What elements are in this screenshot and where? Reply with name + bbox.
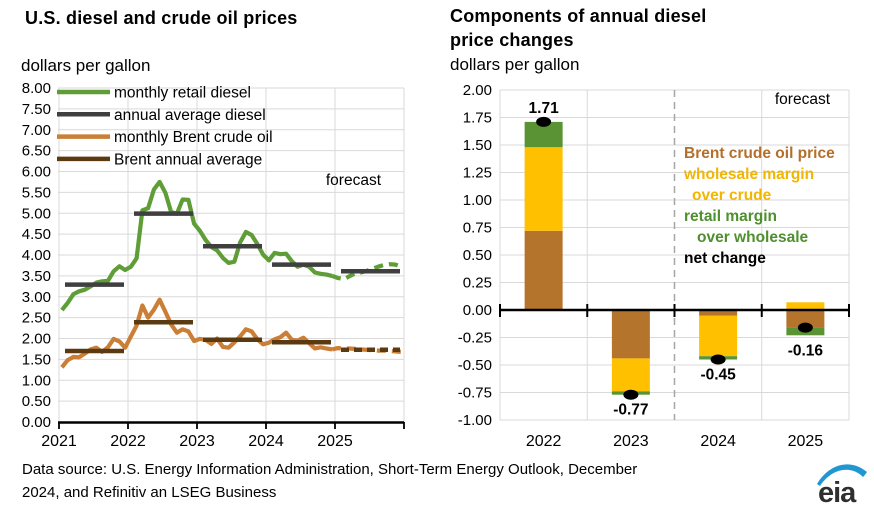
right-legend-line: net change [684, 250, 766, 267]
net-change-dot [797, 322, 813, 333]
right-y-tick-label: -1.00 [458, 412, 492, 429]
right-chart-title-line2: price changes [450, 30, 574, 50]
right-x-tick-label: 2024 [700, 433, 736, 450]
series-annual-average-diesel [65, 211, 400, 287]
right-y-tick-label: 1.25 [463, 165, 492, 182]
right-y-tick-label: 0.75 [463, 220, 492, 237]
right-y-tick-label: 1.00 [463, 192, 492, 209]
right-forecast-label: forecast [775, 91, 831, 108]
left-y-tick-label: 5.50 [22, 184, 51, 201]
right-y-tick-label: 1.50 [463, 137, 492, 154]
left-x-tick-label: 2022 [110, 433, 146, 450]
net-change-dot [623, 389, 639, 400]
left-x-tick-label: 2024 [248, 433, 284, 450]
right-y-tick-label: 0.50 [463, 247, 492, 264]
bar-segment-wholesale-margin-over-crude-2023 [611, 358, 650, 392]
left-x-tick-label: 2025 [317, 433, 353, 450]
left-y-tick-label: 2.00 [22, 331, 51, 348]
bar-value-label: -0.16 [788, 342, 824, 359]
data-source-line2: 2024, and Refinitiv an LSEG Business [22, 484, 277, 501]
bar-segment-wholesale-margin-over-crude-2025 [786, 302, 825, 310]
left-y-tick-label: 5.00 [22, 205, 51, 222]
right-x-tick-label: 2025 [788, 433, 824, 450]
left-chart: 0.00 0.50 1.00 1.50 2.00 2.50 3.00 3.50 4.00 4.50… [22, 80, 405, 450]
right-legend: Brent crude oil price wholesale margin ove… [683, 145, 835, 267]
left-x-tick-label: 2023 [179, 433, 215, 450]
left-chart-units: dollars per gallon [21, 56, 151, 75]
net-change-dot [536, 116, 552, 127]
right-legend-line: retail margin [684, 208, 777, 225]
legend-label: annual average diesel [114, 107, 266, 124]
left-y-tick-label: 1.00 [22, 372, 51, 389]
bar-value-label: -0.45 [700, 367, 736, 384]
right-y-tick-label: 2.00 [463, 82, 492, 99]
left-y-tick-label: 7.50 [22, 101, 51, 118]
right-chart-title-line1: Components of annual diesel [450, 6, 707, 26]
bar-value-label: -0.77 [613, 402, 648, 419]
left-x-tick-label: 2021 [41, 433, 77, 450]
right-chart-units: dollars per gallon [450, 55, 580, 74]
right-y-tick-label: -0.50 [458, 357, 492, 374]
right-chart: -1.00 -0.75 -0.50 -0.25 0.00 0.25 0.50 0.75 1.00… [458, 82, 850, 450]
line-forecast [331, 346, 402, 354]
bar-segment-wholesale-margin-over-crude-2022 [524, 147, 563, 231]
eia-logo-swoosh-icon [817, 464, 867, 486]
legend-label: monthly Brent crude oil [114, 129, 273, 146]
net-change-dot [710, 354, 726, 365]
right-y-tick-label: 0.00 [463, 302, 492, 319]
right-legend-line: Brent crude oil price [684, 145, 835, 162]
data-source-text: Data source: U.S. Energy Information Adm… [22, 458, 637, 504]
right-legend-line: wholesale margin [683, 166, 814, 183]
left-y-tick-label: 1.50 [22, 351, 51, 368]
eia-logo: eia [817, 464, 867, 509]
series-Brent-annual-average [65, 319, 400, 354]
left-chart-title: U.S. diesel and crude oil prices [25, 8, 298, 28]
left-y-tick-label: 2.50 [22, 310, 51, 327]
data-source-line1: Data source: U.S. Energy Information Adm… [22, 461, 638, 478]
left-y-tick-label: 0.50 [22, 393, 51, 410]
left-y-tick-label: 3.00 [22, 289, 51, 306]
bar-value-label: 1.71 [529, 100, 560, 117]
right-y-tick-label: 1.75 [463, 110, 492, 127]
eia-logo-text: eia [818, 477, 857, 509]
series-monthly-Brent-crude-oil [60, 297, 402, 369]
bar-segment-Brent-crude-oil-price-2022 [524, 230, 563, 310]
left-y-tick-label: 6.50 [22, 143, 51, 160]
legend-label: monthly retail diesel [114, 85, 251, 102]
bar-segment-wholesale-margin-over-crude-2024 [699, 315, 738, 357]
right-chart-title: Components of annual diesel price change… [450, 4, 706, 52]
bar-segment-Brent-crude-oil-price-2023 [611, 310, 650, 359]
left-forecast-label: forecast [326, 172, 382, 189]
left-grid [58, 87, 405, 422]
right-y-tick-label: -0.25 [458, 330, 492, 347]
left-y-tick-label: 4.50 [22, 226, 51, 243]
left-y-tick-label: 6.00 [22, 164, 51, 181]
bar-segment-Brent-crude-oil-price-2024 [699, 310, 738, 316]
left-y-tick-label: 0.00 [22, 414, 51, 431]
left-y-tick-label: 3.50 [22, 268, 51, 285]
right-y-tick-label: -0.75 [458, 385, 492, 402]
right-x-tick-label: 2022 [526, 433, 562, 450]
left-legend: monthly retail diesel annual average dies… [57, 85, 273, 168]
right-legend-line: over wholesale [697, 229, 809, 246]
line-history [60, 297, 333, 369]
left-y-tick-label: 4.00 [22, 247, 51, 264]
right-y-tick-label: 0.25 [463, 275, 492, 292]
right-legend-line: over crude [692, 187, 772, 204]
right-x-tick-label: 2023 [613, 433, 649, 450]
legend-label: Brent annual average [114, 151, 262, 168]
bar-segment-Brent-crude-oil-price-2025 [786, 310, 825, 328]
charts-plot-area: 0.00 0.50 1.00 1.50 2.00 2.50 3.00 3.50 4.00 4.50… [22, 80, 850, 450]
line-history [60, 179, 333, 312]
left-y-tick-label: 8.00 [22, 80, 51, 97]
left-y-tick-label: 7.00 [22, 122, 51, 139]
